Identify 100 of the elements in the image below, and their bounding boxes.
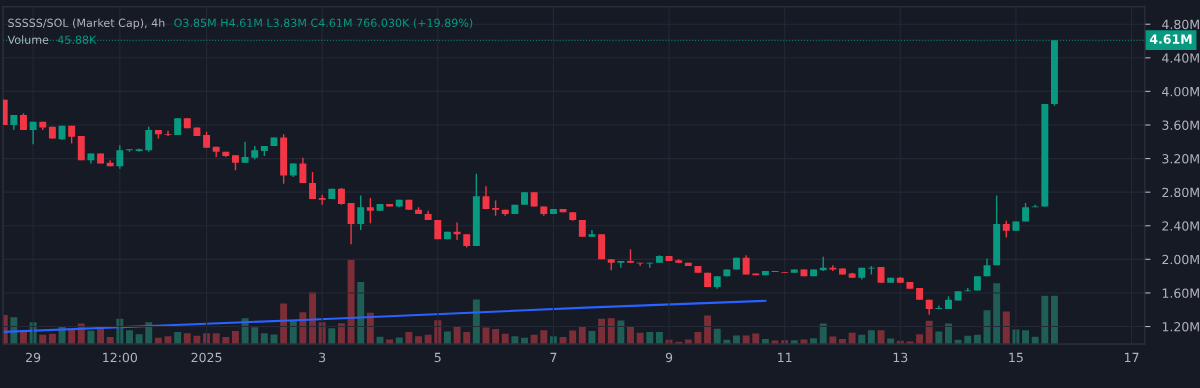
bar [68,329,76,345]
bar [954,339,962,345]
bar [1041,295,1049,345]
bar [39,334,47,345]
bar [366,312,374,345]
bar [405,332,413,345]
bar [145,322,153,345]
bar [337,323,345,345]
bar [270,334,278,345]
bar [386,339,394,345]
candlestick [318,193,326,206]
x-tick-label: 11 [778,352,792,362]
bar [578,326,586,345]
bar [569,330,577,345]
bar [492,329,500,345]
bar [723,339,731,345]
bar [453,326,461,345]
bar [598,318,606,345]
bar [183,333,191,345]
bar [1002,311,1010,345]
bar [48,333,56,345]
candlestick [145,125,153,153]
bar [607,318,615,345]
x-tick-label: 5 [434,352,441,363]
bar [945,323,952,345]
annotation: Volume [7,35,49,44]
y-tick-label: 4.80M [1162,19,1199,30]
bar [887,338,895,345]
bar [87,330,95,345]
y-tick-label: 1.60M [1162,288,1199,298]
bar [829,336,837,345]
bar [646,332,654,345]
bar [848,332,856,345]
bar [395,337,403,345]
candlestick [482,185,490,210]
candlestick [1022,202,1030,223]
bar [231,331,239,345]
bar [20,330,27,345]
bar [328,328,336,345]
candlestick [347,202,355,245]
bar [443,331,451,345]
y-tick-label: 2.00M [1162,254,1199,265]
bar [752,333,760,345]
y-tick-label: 4.40M [1162,53,1199,63]
bar [154,337,162,345]
bar [636,332,644,345]
bar [858,334,866,345]
bar [964,335,972,345]
candlestick [116,144,124,170]
candlestick [164,130,172,137]
bar [1031,336,1039,345]
bar [993,283,1001,345]
annotation: O3.85M H4.61M L3.83M C4.61M 766.030K (+19.89%) [174,18,473,29]
bar [800,339,808,345]
x-tick-label: 2025 [191,352,222,363]
y-tick-label: 3.60M [1162,120,1199,130]
ref-line-label: 4.61M [1149,34,1192,44]
bar [925,320,933,345]
x-tick-label: 12:00 [103,352,138,363]
bar [742,335,750,345]
bar [867,330,875,345]
candlestick [617,260,625,269]
bar [511,336,519,345]
x-tick-label: 7 [550,352,557,362]
candlestick [357,194,365,231]
candlestick [241,141,249,164]
bar [655,332,663,345]
bar [193,335,201,345]
bar [704,315,712,345]
bar [761,339,769,345]
bar [251,327,259,345]
bar [733,335,740,345]
bar [1022,330,1030,345]
x-tick-label: 15 [1009,352,1023,363]
bar [713,328,721,345]
bar [521,337,528,345]
bar [260,333,268,345]
bar [472,299,480,345]
bar [126,330,133,345]
bar [588,331,596,345]
bar [973,334,981,345]
bar [627,326,634,345]
bar [289,320,297,345]
candlestick [366,197,374,224]
y-tick-label: 2.40M [1162,221,1199,231]
bar [280,303,288,345]
candlestick [309,171,317,200]
x-tick-label: 29 [26,352,41,363]
y-tick-label: 2.80M [1162,187,1199,198]
x-tick-label: 9 [665,352,673,363]
bar [694,332,702,345]
bar [174,332,182,345]
bar [347,259,355,345]
bar [790,340,798,345]
bar [463,332,471,345]
bar [819,323,827,345]
y-tick-label: 3.20M [1162,154,1199,164]
bar [299,312,307,345]
bar [106,337,114,345]
x-tick-label: 3 [319,352,326,363]
